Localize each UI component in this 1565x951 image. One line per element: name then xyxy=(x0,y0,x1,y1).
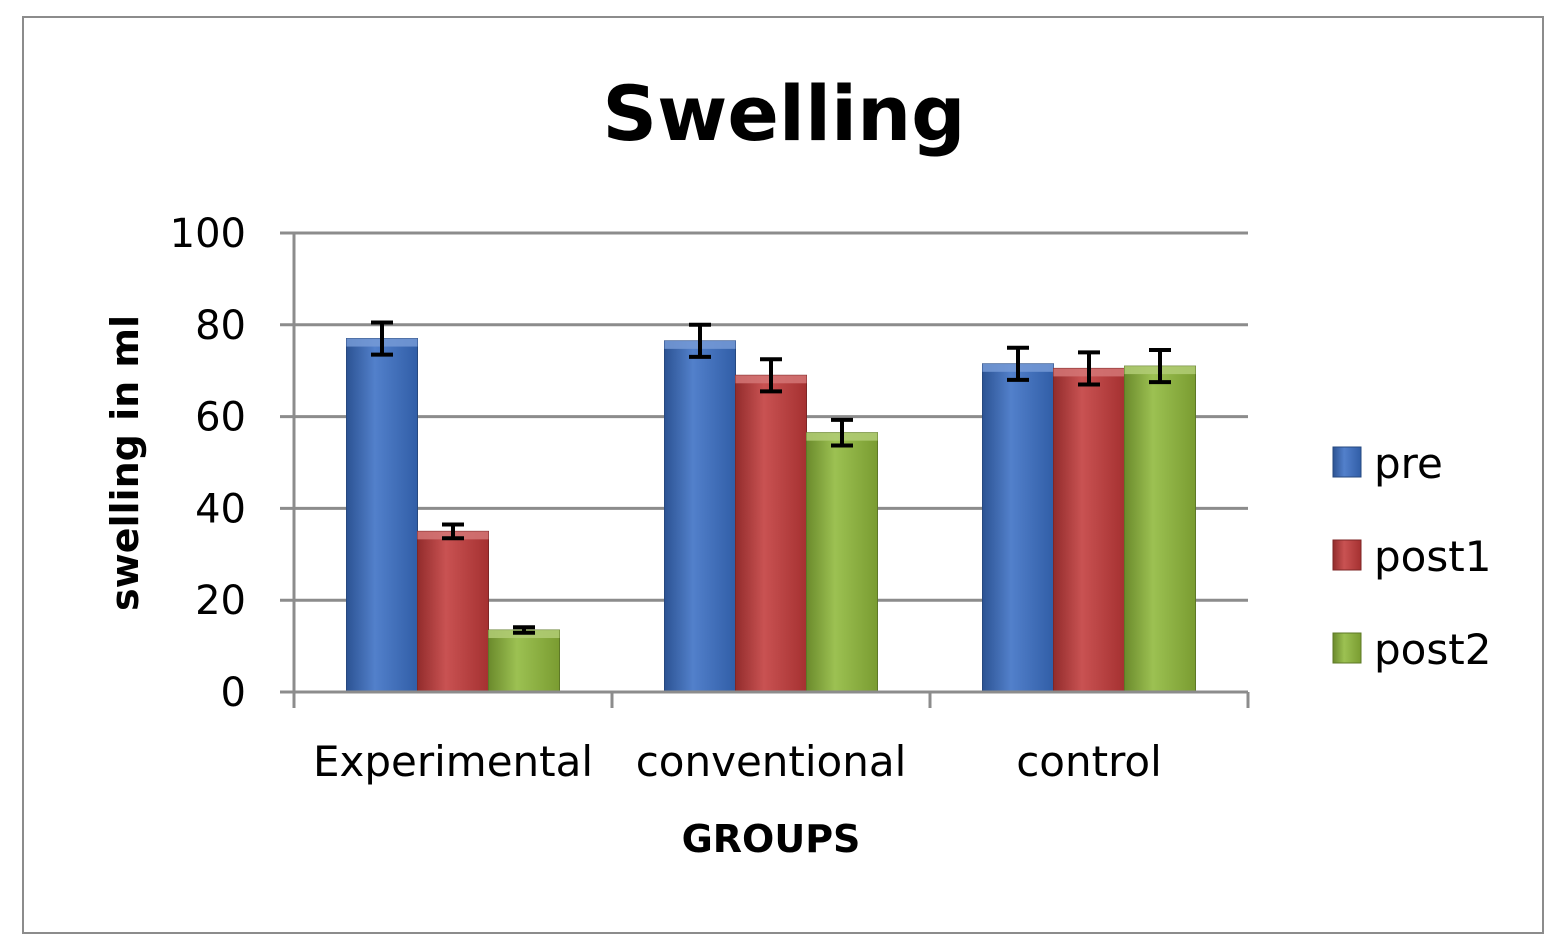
legend-label-post1: post1 xyxy=(1374,532,1491,581)
error-bar-pre xyxy=(689,322,711,359)
x-category-label: Experimental xyxy=(313,737,593,786)
error-bars xyxy=(371,320,1171,635)
bar-post2 xyxy=(806,432,878,693)
y-tick-labels: 0 20 40 60 80 100 xyxy=(170,211,246,716)
bar-pre xyxy=(664,340,736,693)
legend-label-pre: pre xyxy=(1374,439,1443,488)
x-category-label: conventional xyxy=(636,737,907,786)
legend-swatch-post1 xyxy=(1332,539,1362,571)
error-bar-post1 xyxy=(1078,350,1100,387)
y-tick-label: 100 xyxy=(170,211,246,257)
legend-label-post2: post2 xyxy=(1374,625,1491,674)
bars xyxy=(346,338,1196,693)
y-tick-label: 60 xyxy=(195,395,246,441)
bar-post1 xyxy=(1053,367,1125,693)
y-tick-label: 0 xyxy=(221,670,246,716)
error-bar-post1 xyxy=(442,522,464,541)
axes xyxy=(292,233,1250,708)
bar-post2 xyxy=(1124,365,1196,693)
x-axis-title: GROUPS xyxy=(682,817,861,861)
legend-swatch-pre xyxy=(1332,446,1362,478)
bar-pre xyxy=(346,338,418,693)
error-bar-post2 xyxy=(831,417,853,448)
error-bar-post2 xyxy=(513,625,535,635)
error-bar-pre xyxy=(371,320,393,357)
error-bar-pre xyxy=(1007,345,1029,382)
legend: pre post1 post2 xyxy=(1332,439,1491,674)
y-tick-label: 20 xyxy=(195,578,246,624)
bar-pre xyxy=(982,363,1054,693)
x-category-labels: Experimental conventional control xyxy=(313,737,1162,786)
chart-title: Swelling xyxy=(602,69,965,158)
y-tick-label: 80 xyxy=(195,303,246,349)
error-bar-post2 xyxy=(1149,348,1171,385)
x-category-label: control xyxy=(1016,737,1162,786)
bar-post1 xyxy=(417,530,489,693)
legend-swatch-post2 xyxy=(1332,632,1362,664)
error-bar-post1 xyxy=(760,357,782,394)
bar-post1 xyxy=(735,374,807,693)
y-axis-title: swelling in ml xyxy=(103,315,147,611)
bar-post2 xyxy=(488,629,560,693)
y-tick-label: 40 xyxy=(195,486,246,532)
